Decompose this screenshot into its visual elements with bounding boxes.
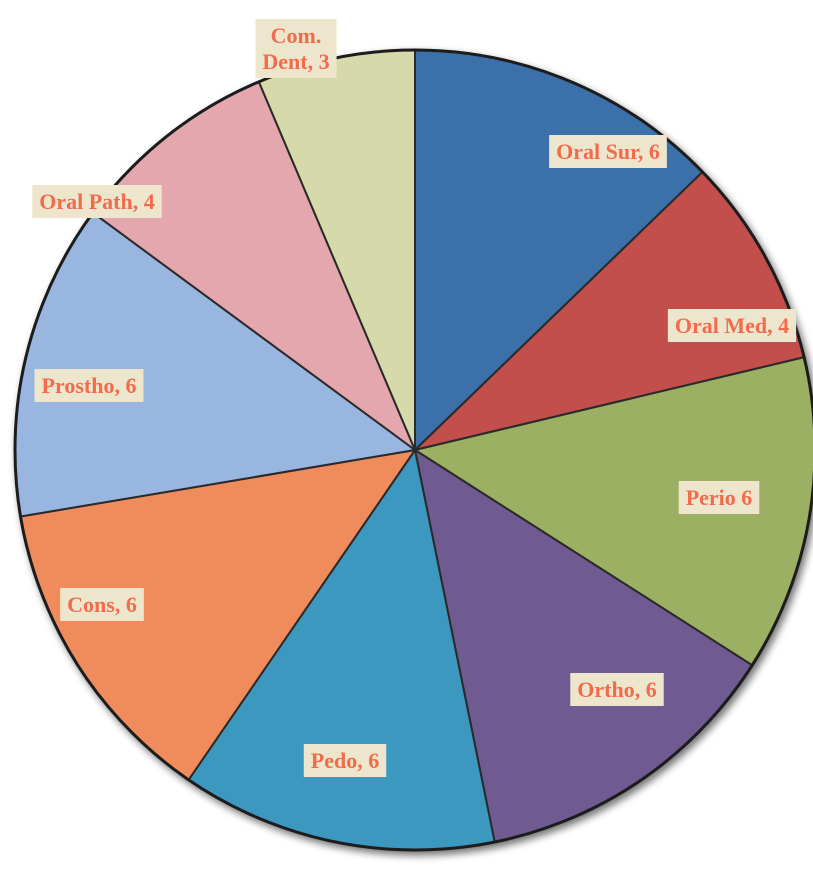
pie-label-text: Cons, 6 — [67, 592, 137, 617]
pie-label-box — [667, 309, 797, 342]
pie-label-text: Com. Dent, 3 — [262, 23, 329, 74]
pie-label-com-dent-3: Com. Dent, 3 — [255, 19, 337, 78]
pie-label-box — [34, 369, 144, 402]
pie-label-text: Oral Sur, 6 — [556, 139, 660, 164]
pie-label-prostho-6: Prostho, 6 — [34, 369, 144, 402]
pie-label-text: Oral Med, 4 — [675, 313, 789, 338]
pie-label-box — [570, 673, 664, 706]
pie-label-line: Prostho, 6 — [42, 373, 137, 398]
pie-label-box — [303, 744, 387, 777]
pie-label-ortho-6: Ortho, 6 — [570, 673, 664, 706]
pie-outline — [13, 48, 813, 852]
pie-slices — [13, 48, 813, 852]
pie-label-box — [60, 588, 144, 621]
pie-label-line: Perio 6 — [686, 485, 753, 510]
pie-label-line: Cons, 6 — [67, 592, 137, 617]
pie-label-line: Com. — [271, 23, 322, 48]
pie-label-line: Pedo, 6 — [311, 748, 379, 773]
pie-label-box — [255, 19, 337, 78]
pie-label-pedo-6: Pedo, 6 — [303, 744, 387, 777]
pie-label-line: Oral Med, 4 — [675, 313, 789, 338]
pie-labels: Oral Sur, 6 Oral Med, 4 Perio 6 Ortho, 6 Ped… — [32, 19, 797, 777]
pie-label-box — [678, 481, 760, 514]
pie-label-text: Perio 6 — [686, 485, 753, 510]
pie-label-box — [32, 185, 162, 218]
pie-label-oral-path-4: Oral Path, 4 — [32, 185, 162, 218]
pie-label-line: Oral Path, 4 — [39, 189, 155, 214]
pie-label-text: Prostho, 6 — [42, 373, 137, 398]
pie-label-cons-6: Cons, 6 — [60, 588, 144, 621]
pie-label-line: Ortho, 6 — [577, 677, 656, 702]
pie-label-line: Oral Sur, 6 — [556, 139, 660, 164]
pie-label-oral-med-4: Oral Med, 4 — [667, 309, 797, 342]
pie-label-box — [549, 135, 667, 168]
pie-label-text: Pedo, 6 — [311, 748, 379, 773]
pie-label-oral-sur-6: Oral Sur, 6 — [549, 135, 667, 168]
pie-label-text: Oral Path, 4 — [39, 189, 155, 214]
pie-label-line: Dent, 3 — [262, 49, 329, 74]
pie-label-perio-6: Perio 6 — [678, 481, 760, 514]
pie-label-text: Ortho, 6 — [577, 677, 656, 702]
